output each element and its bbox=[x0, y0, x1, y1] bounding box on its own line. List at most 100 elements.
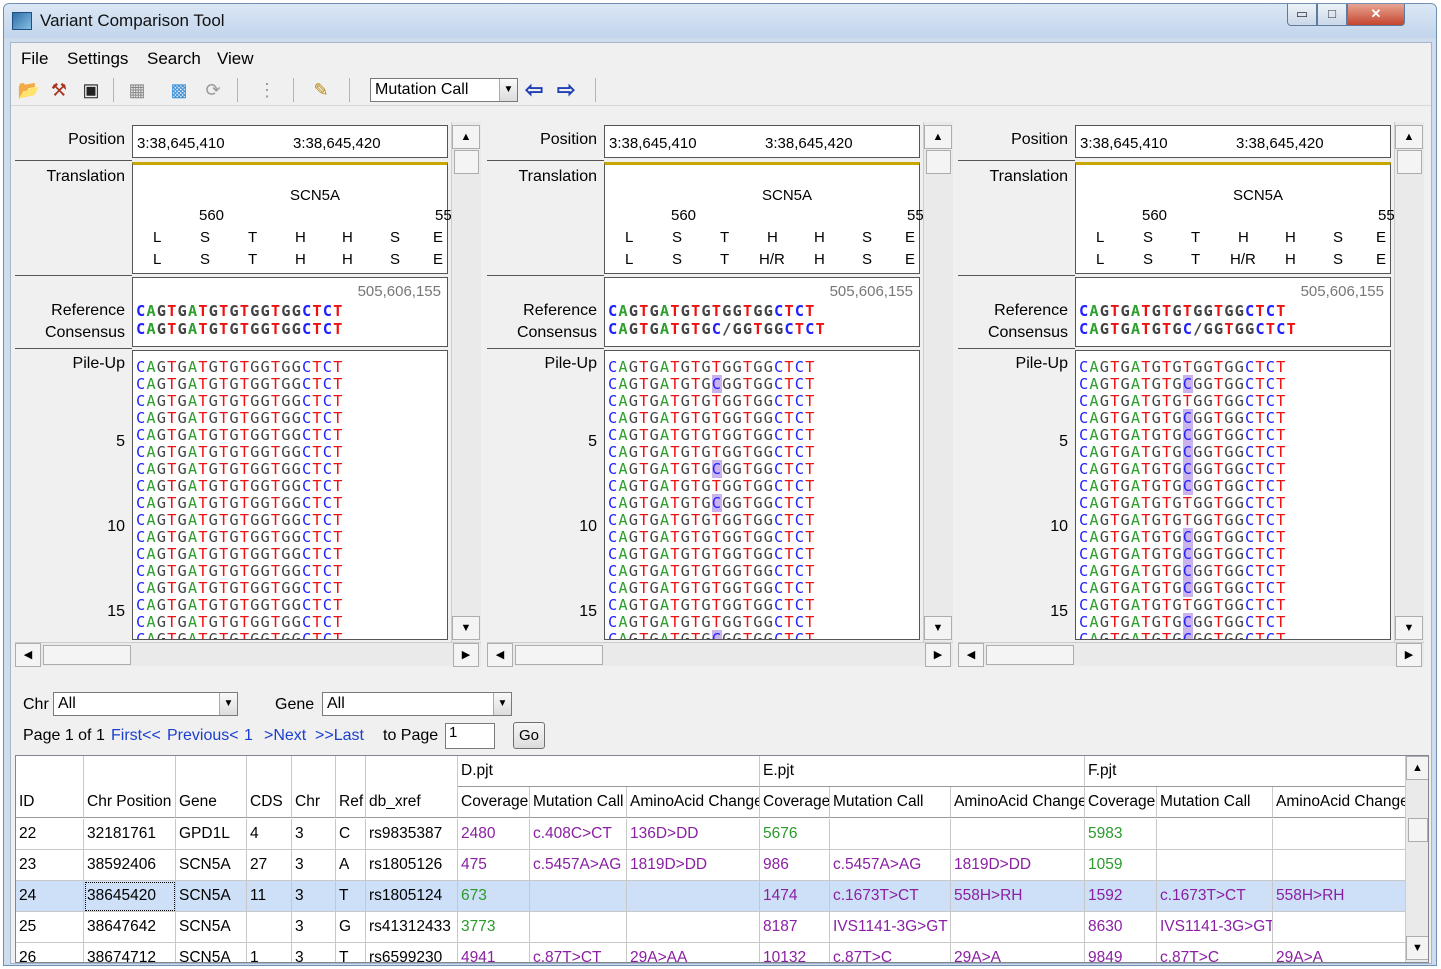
scroll-thumb[interactable] bbox=[43, 645, 131, 665]
table-cell[interactable]: 29A>A bbox=[951, 943, 1085, 962]
open-folder-icon[interactable]: 📂 bbox=[17, 79, 41, 100]
table-cell[interactable] bbox=[951, 819, 1085, 850]
scroll-thumb[interactable] bbox=[986, 645, 1074, 665]
table-cell[interactable]: 8630 bbox=[1085, 912, 1157, 943]
column-header[interactable]: AminoAcid Change bbox=[1273, 787, 1406, 818]
table-cell[interactable]: 24 bbox=[16, 881, 84, 912]
prev-arrow-icon[interactable]: ⇦ bbox=[525, 77, 544, 102]
table-cell[interactable]: c.87T>C bbox=[830, 943, 951, 962]
column-header[interactable]: ID bbox=[16, 787, 84, 818]
table-cell[interactable]: 4941 bbox=[458, 943, 530, 962]
table-cell[interactable]: 38674712 bbox=[84, 943, 176, 962]
refresh-icon[interactable]: ⟳ bbox=[205, 79, 221, 100]
table-cell[interactable]: 27 bbox=[247, 850, 292, 881]
table-cell[interactable]: rs1805126 bbox=[366, 850, 458, 881]
pileup-track[interactable]: CAGTGATGTGTGGTGGCTCT CAGTGATGTGTGGTGGCTCT… bbox=[132, 350, 448, 640]
column-header[interactable]: Coverage bbox=[458, 787, 530, 818]
table-cell[interactable]: 4 bbox=[247, 819, 292, 850]
table-cell[interactable]: IVS1141-3G>GT bbox=[830, 912, 951, 943]
table-cell[interactable]: 8187 bbox=[760, 912, 830, 943]
column-header[interactable]: Gene bbox=[176, 787, 247, 818]
table-cell[interactable]: 3 bbox=[292, 943, 336, 962]
table-cell[interactable]: 22 bbox=[16, 819, 84, 850]
table-cell[interactable] bbox=[627, 912, 760, 943]
table-cell[interactable] bbox=[1273, 912, 1406, 943]
table-cell[interactable]: 3 bbox=[292, 819, 336, 850]
table-vertical-scrollbar[interactable]: ▲ ▼ bbox=[1405, 756, 1428, 962]
table-cell[interactable]: 3 bbox=[292, 912, 336, 943]
maximize-button[interactable]: □ bbox=[1317, 4, 1347, 26]
column-header[interactable]: Mutation Call bbox=[1157, 787, 1273, 818]
scroll-up-arrow-icon[interactable]: ▲ bbox=[1395, 125, 1423, 149]
table-cell[interactable] bbox=[530, 881, 627, 912]
column-header[interactable]: Ref bbox=[336, 787, 366, 818]
table-cell[interactable]: 1059 bbox=[1085, 850, 1157, 881]
table-cell[interactable]: c.5457A>AG bbox=[830, 850, 951, 881]
table-cell[interactable]: IVS1141-3G>GT bbox=[1157, 912, 1273, 943]
edit-icon[interactable]: ✎ bbox=[313, 79, 329, 100]
menu-view[interactable]: View bbox=[217, 49, 254, 68]
table-cell[interactable]: 2480 bbox=[458, 819, 530, 850]
scroll-up-arrow-icon[interactable]: ▲ bbox=[452, 125, 480, 149]
scroll-thumb[interactable] bbox=[1408, 818, 1428, 842]
save-icon[interactable]: ▣ bbox=[82, 79, 100, 100]
table-cell[interactable]: rs9835387 bbox=[366, 819, 458, 850]
table-cell[interactable]: c.5457A>AG bbox=[530, 850, 627, 881]
menu-settings[interactable]: Settings bbox=[67, 49, 129, 68]
table-cell[interactable]: 29A>A bbox=[1273, 943, 1406, 962]
table-cell[interactable]: 9849 bbox=[1085, 943, 1157, 962]
table-cell[interactable]: 986 bbox=[760, 850, 830, 881]
next-page-link[interactable]: >Next bbox=[264, 727, 307, 744]
column-header[interactable]: Coverage bbox=[1085, 787, 1157, 818]
scroll-right-arrow-icon[interactable]: ▶ bbox=[453, 643, 479, 667]
table-cell[interactable]: 1592 bbox=[1085, 881, 1157, 912]
panel-horizontal-scrollbar[interactable]: ◀ ▶ bbox=[487, 642, 953, 667]
column-header[interactable]: Mutation Call bbox=[530, 787, 627, 818]
chevron-down-icon[interactable]: ▼ bbox=[219, 693, 237, 715]
panel-vertical-scrollbar[interactable]: ▲ ▼ bbox=[923, 122, 953, 642]
table-cell[interactable]: c.87T>C bbox=[1157, 943, 1273, 962]
table-cell[interactable] bbox=[1273, 819, 1406, 850]
table-cell[interactable]: 558H>RH bbox=[1273, 881, 1406, 912]
column-header[interactable]: AminoAcid Change bbox=[951, 787, 1085, 818]
table-cell[interactable]: 3 bbox=[292, 850, 336, 881]
table-cell[interactable]: 673 bbox=[458, 881, 530, 912]
table-cell[interactable]: rs6599230 bbox=[366, 943, 458, 962]
table-cell[interactable]: 475 bbox=[458, 850, 530, 881]
go-button[interactable]: Go bbox=[513, 722, 545, 749]
column-header[interactable]: Chr Position bbox=[84, 787, 176, 818]
panel-vertical-scrollbar[interactable]: ▲ ▼ bbox=[1394, 122, 1424, 642]
pileup-track[interactable]: CAGTGATGTGTGGTGGCTCT CAGTGATGTGCGGTGGCTCT… bbox=[604, 350, 920, 640]
table-cell[interactable]: 23 bbox=[16, 850, 84, 881]
table-cell[interactable]: 38645420 bbox=[84, 881, 176, 912]
table-cell[interactable]: SCN5A bbox=[176, 881, 247, 912]
scroll-thumb[interactable] bbox=[454, 150, 479, 174]
menu-search[interactable]: Search bbox=[147, 49, 201, 68]
table-cell[interactable]: C bbox=[336, 819, 366, 850]
pileup-track[interactable]: CAGTGATGTGTGGTGGCTCT CAGTGATGTGCGGTGGCTCT… bbox=[1075, 350, 1391, 640]
previous-page-link[interactable]: Previous< bbox=[167, 727, 239, 744]
menu-file[interactable]: File bbox=[21, 49, 49, 68]
table-cell[interactable]: 3 bbox=[292, 881, 336, 912]
close-button[interactable]: ✕ bbox=[1347, 4, 1405, 26]
scroll-right-arrow-icon[interactable]: ▶ bbox=[1396, 643, 1422, 667]
scroll-left-arrow-icon[interactable]: ◀ bbox=[487, 643, 513, 667]
table-cell[interactable]: 558H>RH bbox=[951, 881, 1085, 912]
panel-horizontal-scrollbar[interactable]: ◀ ▶ bbox=[958, 642, 1424, 667]
current-page-link[interactable]: 1 bbox=[244, 727, 253, 744]
table-cell[interactable]: 5676 bbox=[760, 819, 830, 850]
next-arrow-icon[interactable]: ⇨ bbox=[557, 77, 576, 102]
table-cell[interactable]: 1 bbox=[247, 943, 292, 962]
table-cell[interactable]: 1474 bbox=[760, 881, 830, 912]
table-cell[interactable] bbox=[247, 912, 292, 943]
column-header[interactable]: db_xref bbox=[366, 787, 458, 818]
column-header[interactable]: Coverage bbox=[760, 787, 830, 818]
first-page-link[interactable]: First<< bbox=[111, 727, 161, 744]
table-cell[interactable]: 1819D>DD bbox=[951, 850, 1085, 881]
table-cell[interactable] bbox=[951, 912, 1085, 943]
last-page-link[interactable]: >>Last bbox=[315, 727, 364, 744]
table-cell[interactable]: GPD1L bbox=[176, 819, 247, 850]
scroll-down-arrow-icon[interactable]: ▼ bbox=[924, 616, 952, 640]
table-cell[interactable]: T bbox=[336, 881, 366, 912]
gene-select[interactable]: All ▼ bbox=[322, 692, 512, 716]
